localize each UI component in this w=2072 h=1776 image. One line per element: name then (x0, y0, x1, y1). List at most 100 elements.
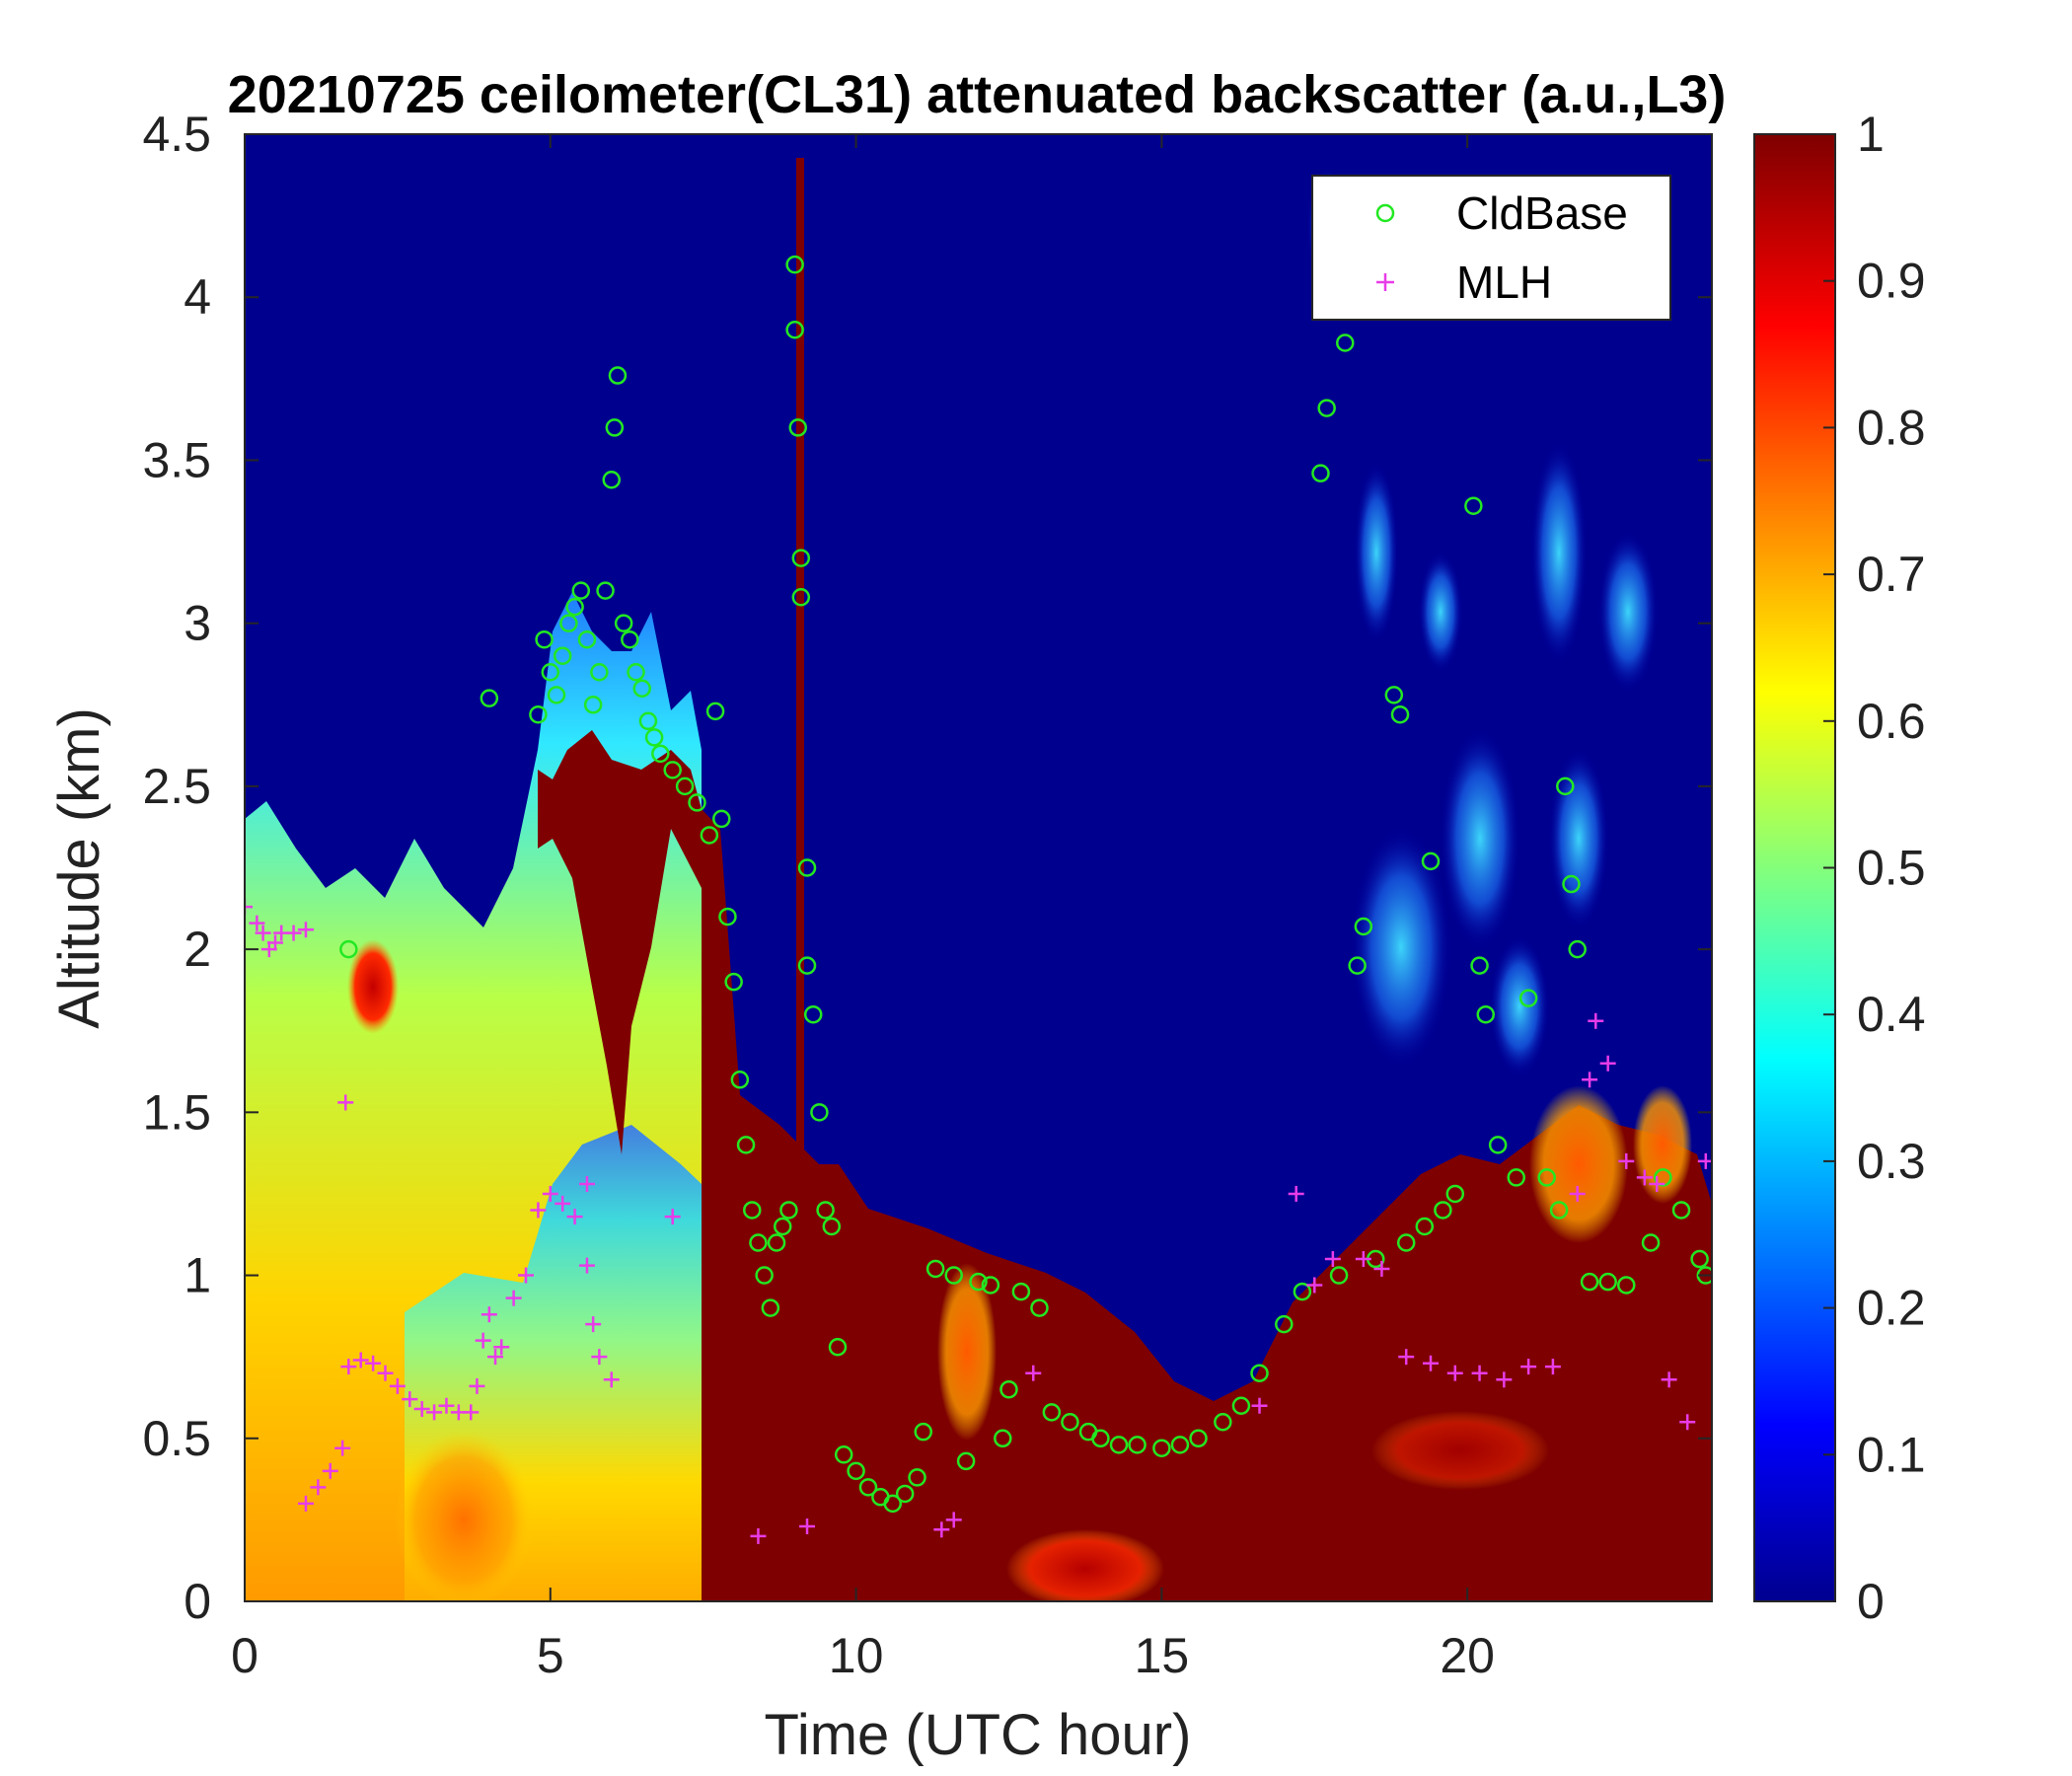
cldbase-point (1390, 704, 1410, 724)
colorbar-bar (1753, 133, 1836, 1602)
cldbase-point (651, 744, 670, 764)
mlh-point (245, 899, 253, 916)
cldbase-point (1537, 1168, 1556, 1187)
mlh-point (664, 1209, 681, 1225)
cldbase-point (577, 629, 597, 649)
mlh-point (1588, 1012, 1604, 1029)
cldbase-point (797, 956, 817, 975)
colorbar-tick-label: 0.8 (1857, 400, 1926, 455)
mlh-point (1025, 1365, 1042, 1381)
cldbase-point (1011, 1282, 1031, 1301)
cldbase-point (559, 614, 578, 632)
mlh-point (518, 1267, 535, 1284)
cldbase-point (1384, 686, 1404, 704)
heatmap-red-patch (1006, 1529, 1164, 1601)
mlh-point (1446, 1365, 1463, 1381)
series-cldbase (339, 255, 1712, 1514)
cldbase-point (779, 1201, 798, 1220)
legend-box (1311, 175, 1671, 321)
y-tick-label: 3 (184, 596, 211, 651)
cldbase-point (1696, 1266, 1712, 1285)
heatmap-red-blob (347, 939, 399, 1034)
mlh-point (542, 1185, 558, 1202)
colorbar-tick-label: 0.4 (1857, 987, 1926, 1042)
mlh-point (1398, 1349, 1415, 1366)
mlh-point (1373, 1260, 1390, 1277)
cldbase-point (1690, 1249, 1709, 1269)
cldbase-point (1518, 989, 1538, 1007)
mlh-point (603, 1371, 620, 1388)
y-tick-label: 1.5 (142, 1084, 211, 1140)
heatmap-orange-patch (1529, 1085, 1628, 1243)
colorbar-tick-label: 0.5 (1857, 841, 1926, 896)
cldbase-point (1189, 1429, 1208, 1448)
mlh-point (1251, 1397, 1268, 1414)
cldbase-point (925, 1259, 945, 1279)
mlh-point (402, 1391, 418, 1408)
x-tick-label: 5 (537, 1628, 564, 1683)
mlh-point (566, 1209, 583, 1225)
mlh-point (426, 1404, 443, 1421)
y-tick-label: 4 (184, 269, 211, 325)
x-tick-label: 10 (829, 1628, 884, 1683)
cldbase-point (791, 549, 811, 567)
cldbase-point (547, 686, 566, 704)
mlh-point (481, 1306, 497, 1323)
cldbase-point (834, 1445, 853, 1464)
cldbase-point (761, 1298, 780, 1317)
mlh-point (413, 1401, 430, 1418)
cldbase-point (847, 1461, 865, 1481)
cldbase-point (1061, 1413, 1079, 1432)
cldbase-point (1562, 874, 1581, 894)
cldbase-point (705, 702, 725, 721)
mlh-point (1618, 1152, 1635, 1169)
cldbase-point (627, 662, 645, 682)
mlh-point (505, 1290, 522, 1306)
mlh-point (249, 915, 265, 931)
cldbase-point (1598, 1272, 1617, 1292)
mlh-point (1496, 1371, 1513, 1388)
cldbase-point (908, 1468, 926, 1487)
cldbase-point (858, 1478, 878, 1497)
colorbar-tick-label: 0.1 (1857, 1427, 1926, 1482)
cldbase-point (791, 587, 811, 607)
cldbase-point (1641, 1233, 1661, 1252)
colorbar-tick-label: 0.6 (1857, 694, 1926, 749)
cldbase-point (1250, 1364, 1269, 1382)
cldbase-point (788, 418, 807, 437)
cldbase-point (828, 1338, 848, 1357)
cldbase-point (944, 1266, 963, 1285)
mlh-point (1661, 1371, 1677, 1388)
y-tick-label: 2 (184, 922, 211, 977)
mlh-point (377, 1365, 394, 1381)
mlh-point (1569, 1185, 1586, 1202)
cldbase-point (535, 629, 554, 649)
cldbase-point (480, 689, 499, 707)
y-axis-label: Altitude (km) (47, 707, 111, 1029)
cldbase-point (810, 1103, 829, 1122)
cldbase-point (999, 1379, 1018, 1399)
heatmap-orange-patch (937, 1263, 997, 1441)
mlh-point (1679, 1414, 1696, 1431)
plot-frame (244, 133, 1713, 1602)
colorbar: 0 0.1 0.2 0.3 0.4 0.5 0.6 0.7 0.8 0.9 1 (1753, 107, 1926, 1629)
mlh-point (266, 934, 283, 951)
cldbase-point (605, 418, 625, 437)
legend-mlh-marker (1376, 273, 1394, 291)
heatmap-cloud-blob (1355, 464, 1398, 641)
mlh-point (945, 1512, 962, 1528)
y-tick-label: 0.5 (142, 1411, 211, 1466)
cldbase-point (608, 366, 628, 385)
cldbase-point (1507, 1168, 1525, 1187)
heatmap-cloud-blob (1441, 730, 1519, 947)
cldbase-point (1128, 1436, 1147, 1454)
cldbase-point (614, 614, 633, 632)
cldbase-point (895, 1484, 915, 1504)
mlh-point (530, 1202, 547, 1219)
mlh-point (487, 1349, 504, 1366)
mlh-point (1649, 1176, 1665, 1193)
mlh-point (1422, 1355, 1439, 1371)
mlh-point (1471, 1365, 1488, 1381)
cldbase-point (1214, 1413, 1232, 1432)
